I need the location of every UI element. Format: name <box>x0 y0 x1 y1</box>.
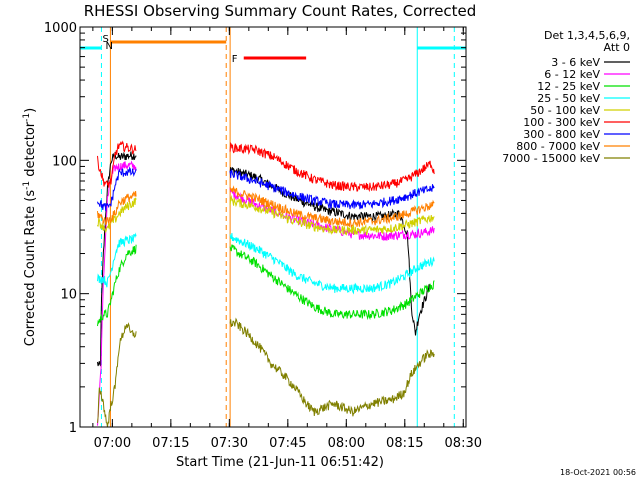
legend-label-4: 50 - 100 keV <box>530 104 600 117</box>
series-5-segment-1 <box>229 141 435 193</box>
series-7-segment-0 <box>97 190 137 226</box>
series-3-segment-0 <box>97 232 137 288</box>
y-axis: 1 10 100 1000 <box>44 21 466 436</box>
saa-marker-label: S <box>102 34 108 45</box>
x-tick-label-0: 07:00 <box>94 436 131 451</box>
series-1-segment-0 <box>97 160 137 426</box>
x-tick-label-5: 08:15 <box>386 436 423 451</box>
plot-area: SN F <box>80 27 466 428</box>
legend-label-7: 800 - 7000 keV <box>516 140 600 153</box>
series-8-segment-0 <box>97 322 137 428</box>
x-tick-label-4: 08:00 <box>328 436 365 451</box>
series-2 <box>97 244 435 327</box>
x-tick-label-3: 07:45 <box>269 436 306 451</box>
series-4 <box>97 194 435 236</box>
y-tick-label-3: 1000 <box>44 21 77 36</box>
x-tick-label-6: 08:30 <box>445 436 482 451</box>
y-tick-label-0: 1 <box>69 421 77 436</box>
night-marker-label: N <box>105 41 112 52</box>
series-6-segment-1 <box>229 168 435 210</box>
y-axis-label-end: ) <box>23 108 38 113</box>
series-5 <box>97 140 435 193</box>
legend-label-5: 100 - 300 keV <box>523 116 600 129</box>
legend-label-3: 25 - 50 keV <box>537 92 600 105</box>
series-3-segment-1 <box>229 232 435 295</box>
chart-title: RHESSI Observing Summary Count Rates, Co… <box>84 2 477 20</box>
series-2-segment-1 <box>229 244 435 321</box>
y-tick-label-2: 100 <box>52 154 77 169</box>
series-6-segment-0 <box>97 166 137 212</box>
y-axis-label-main: Corrected Count Rate (s <box>23 190 38 347</box>
y-axis-label-sup1: -1 <box>22 181 32 190</box>
series-3 <box>97 232 435 295</box>
legend-label-2: 12 - 25 keV <box>537 80 600 93</box>
flare-marker-label: F <box>232 54 238 65</box>
legend-label-1: 6 - 12 keV <box>544 68 600 81</box>
series-7 <box>97 185 435 228</box>
footer-timestamp: 18-Oct-2021 00:56 <box>560 468 636 477</box>
legend-label-6: 300 - 800 keV <box>523 128 600 141</box>
series-4-segment-1 <box>229 194 435 236</box>
plot-frame <box>79 26 467 428</box>
legend-label-0: 3 - 6 keV <box>551 56 600 69</box>
x-tick-label-1: 07:15 <box>152 436 189 451</box>
legend-header-line2: Att 0 <box>604 41 630 54</box>
y-axis-label-mid: detector <box>23 121 38 181</box>
x-axis-label: Start Time (21-Jun-11 06:51:42) <box>176 455 384 470</box>
series-7-segment-1 <box>229 185 435 228</box>
x-axis: 07:00 07:15 07:30 07:45 08:00 08:15 08:30 <box>92 27 482 451</box>
series-2-segment-0 <box>97 244 137 327</box>
legend-label-8: 7000 - 15000 keV <box>502 152 600 165</box>
series-8 <box>97 317 435 428</box>
y-tick-label-1: 10 <box>60 288 77 303</box>
series-8-segment-1 <box>229 317 435 417</box>
y-axis-label-sup2: -1 <box>22 113 32 122</box>
x-tick-label-2: 07:30 <box>211 436 248 451</box>
series-4-segment-0 <box>97 197 137 234</box>
legend-header-line1: Det 1,3,4,5,6,9, <box>544 29 630 42</box>
series-5-segment-0 <box>97 140 137 188</box>
series-0-segment-0 <box>97 151 137 367</box>
y-axis-label: Corrected Count Rate (s-1 detector-1) <box>22 108 38 346</box>
series-6 <box>97 166 435 212</box>
